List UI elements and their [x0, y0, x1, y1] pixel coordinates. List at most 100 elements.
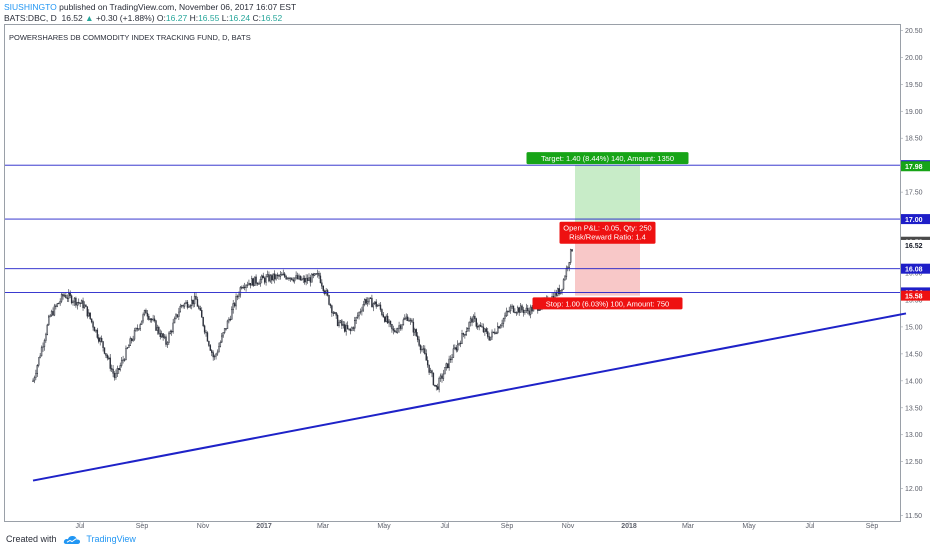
candle-body — [484, 328, 486, 333]
candle-body — [215, 353, 217, 357]
candle-body — [527, 307, 529, 312]
candle-body — [329, 304, 332, 306]
candle-body — [461, 333, 463, 344]
candle-body — [439, 375, 442, 379]
candle-body — [130, 338, 133, 341]
candle-body — [432, 372, 435, 386]
candle-body — [293, 277, 296, 282]
candle-body — [479, 324, 482, 327]
candle-body — [281, 274, 283, 276]
candle-body — [133, 330, 136, 340]
candle-body — [142, 314, 144, 322]
candle-body — [196, 299, 199, 307]
candle-body — [126, 347, 129, 349]
candle-body — [495, 332, 498, 334]
candle-body — [378, 304, 380, 307]
author-name[interactable]: SIUSHINGTO — [4, 2, 57, 12]
candle-body — [116, 368, 119, 374]
candle-body — [143, 309, 146, 315]
candle-body — [175, 314, 177, 319]
candle-body — [489, 336, 492, 341]
candle-body — [564, 276, 566, 280]
candle-body — [238, 294, 240, 297]
candle-body — [162, 333, 164, 338]
y-tick-label: 12.50 — [905, 459, 923, 466]
candle-body — [122, 359, 124, 361]
candle-body — [319, 275, 322, 284]
brand-name[interactable]: TradingView — [86, 534, 136, 544]
candle-body — [89, 312, 91, 320]
candle-body — [253, 276, 256, 286]
candle-body — [266, 274, 269, 277]
candle-body — [524, 310, 526, 313]
candle-body — [518, 307, 520, 313]
candle-body — [171, 331, 173, 333]
candle-body — [268, 274, 270, 282]
candle-body — [401, 324, 403, 329]
x-tick-label: Mar — [317, 523, 330, 530]
candle-body — [322, 285, 324, 292]
candle-body — [193, 295, 196, 305]
candle-body — [70, 295, 73, 304]
candle-body — [369, 297, 372, 299]
candle-body — [235, 296, 237, 307]
candle-body — [442, 373, 445, 379]
candle-body — [384, 316, 386, 322]
time-axis[interactable]: Jul Sep Nov 2017 Mar May Jul Sep Nov 2018 Mar May Ju… — [76, 521, 879, 530]
candle-body — [262, 275, 264, 279]
publish-text: published on TradingView.com, November 0… — [59, 2, 297, 12]
candle-body — [292, 279, 294, 282]
candle-body — [243, 286, 246, 289]
candle-body — [46, 324, 48, 335]
candle-body — [478, 324, 480, 328]
candle-body — [221, 335, 223, 343]
candle-body — [65, 294, 67, 299]
candle-body — [465, 331, 467, 336]
candle-body — [511, 305, 513, 308]
candle-body — [43, 340, 46, 347]
candle-body — [156, 327, 159, 331]
x-tick-label: Mar — [682, 523, 695, 530]
y-tick-label: 15.00 — [905, 324, 923, 331]
candle-body — [348, 328, 350, 330]
candle-body — [299, 275, 302, 281]
candle-body — [452, 348, 455, 358]
candle-body — [344, 324, 346, 332]
candle-body — [155, 320, 157, 331]
candle-body — [374, 301, 376, 304]
candle-body — [50, 311, 53, 316]
candle-body — [166, 342, 169, 345]
candle-body — [438, 377, 440, 390]
candle-body — [404, 318, 406, 321]
price-axis[interactable]: 11.50 12.00 12.50 13.00 13.50 14.00 14.50 15.00… — [900, 28, 923, 520]
candle-body — [331, 305, 333, 313]
candle-body — [488, 336, 490, 341]
candle-body — [289, 277, 292, 280]
candle-body — [507, 311, 509, 313]
candle-body — [571, 249, 573, 252]
candle-body — [239, 287, 242, 296]
candle-body — [379, 304, 382, 310]
horizontal-lines[interactable] — [5, 164, 900, 293]
y-tick-label: 13.50 — [905, 405, 923, 412]
candle-body — [115, 373, 117, 378]
candle-body — [241, 287, 243, 289]
x-tick-label: 2017 — [256, 523, 272, 530]
trendline-group[interactable] — [32, 312, 907, 482]
candlestick-series — [32, 248, 573, 393]
candle-body — [233, 303, 236, 307]
candle-body — [112, 368, 114, 374]
price-tag: 17.98 — [905, 164, 923, 171]
candle-body — [519, 305, 522, 313]
open-label: O: — [156, 13, 166, 23]
candle-body — [448, 358, 450, 369]
x-tick-label: May — [377, 523, 391, 530]
candle-body — [245, 284, 247, 288]
candle-body — [100, 337, 103, 342]
candle-body — [249, 282, 252, 286]
candle-body — [416, 335, 419, 340]
candle-body — [110, 368, 113, 370]
candle-body — [60, 294, 63, 302]
position-labels: Target: 1.40 (8.44%) 140, Amount: 1350 St… — [526, 152, 689, 310]
